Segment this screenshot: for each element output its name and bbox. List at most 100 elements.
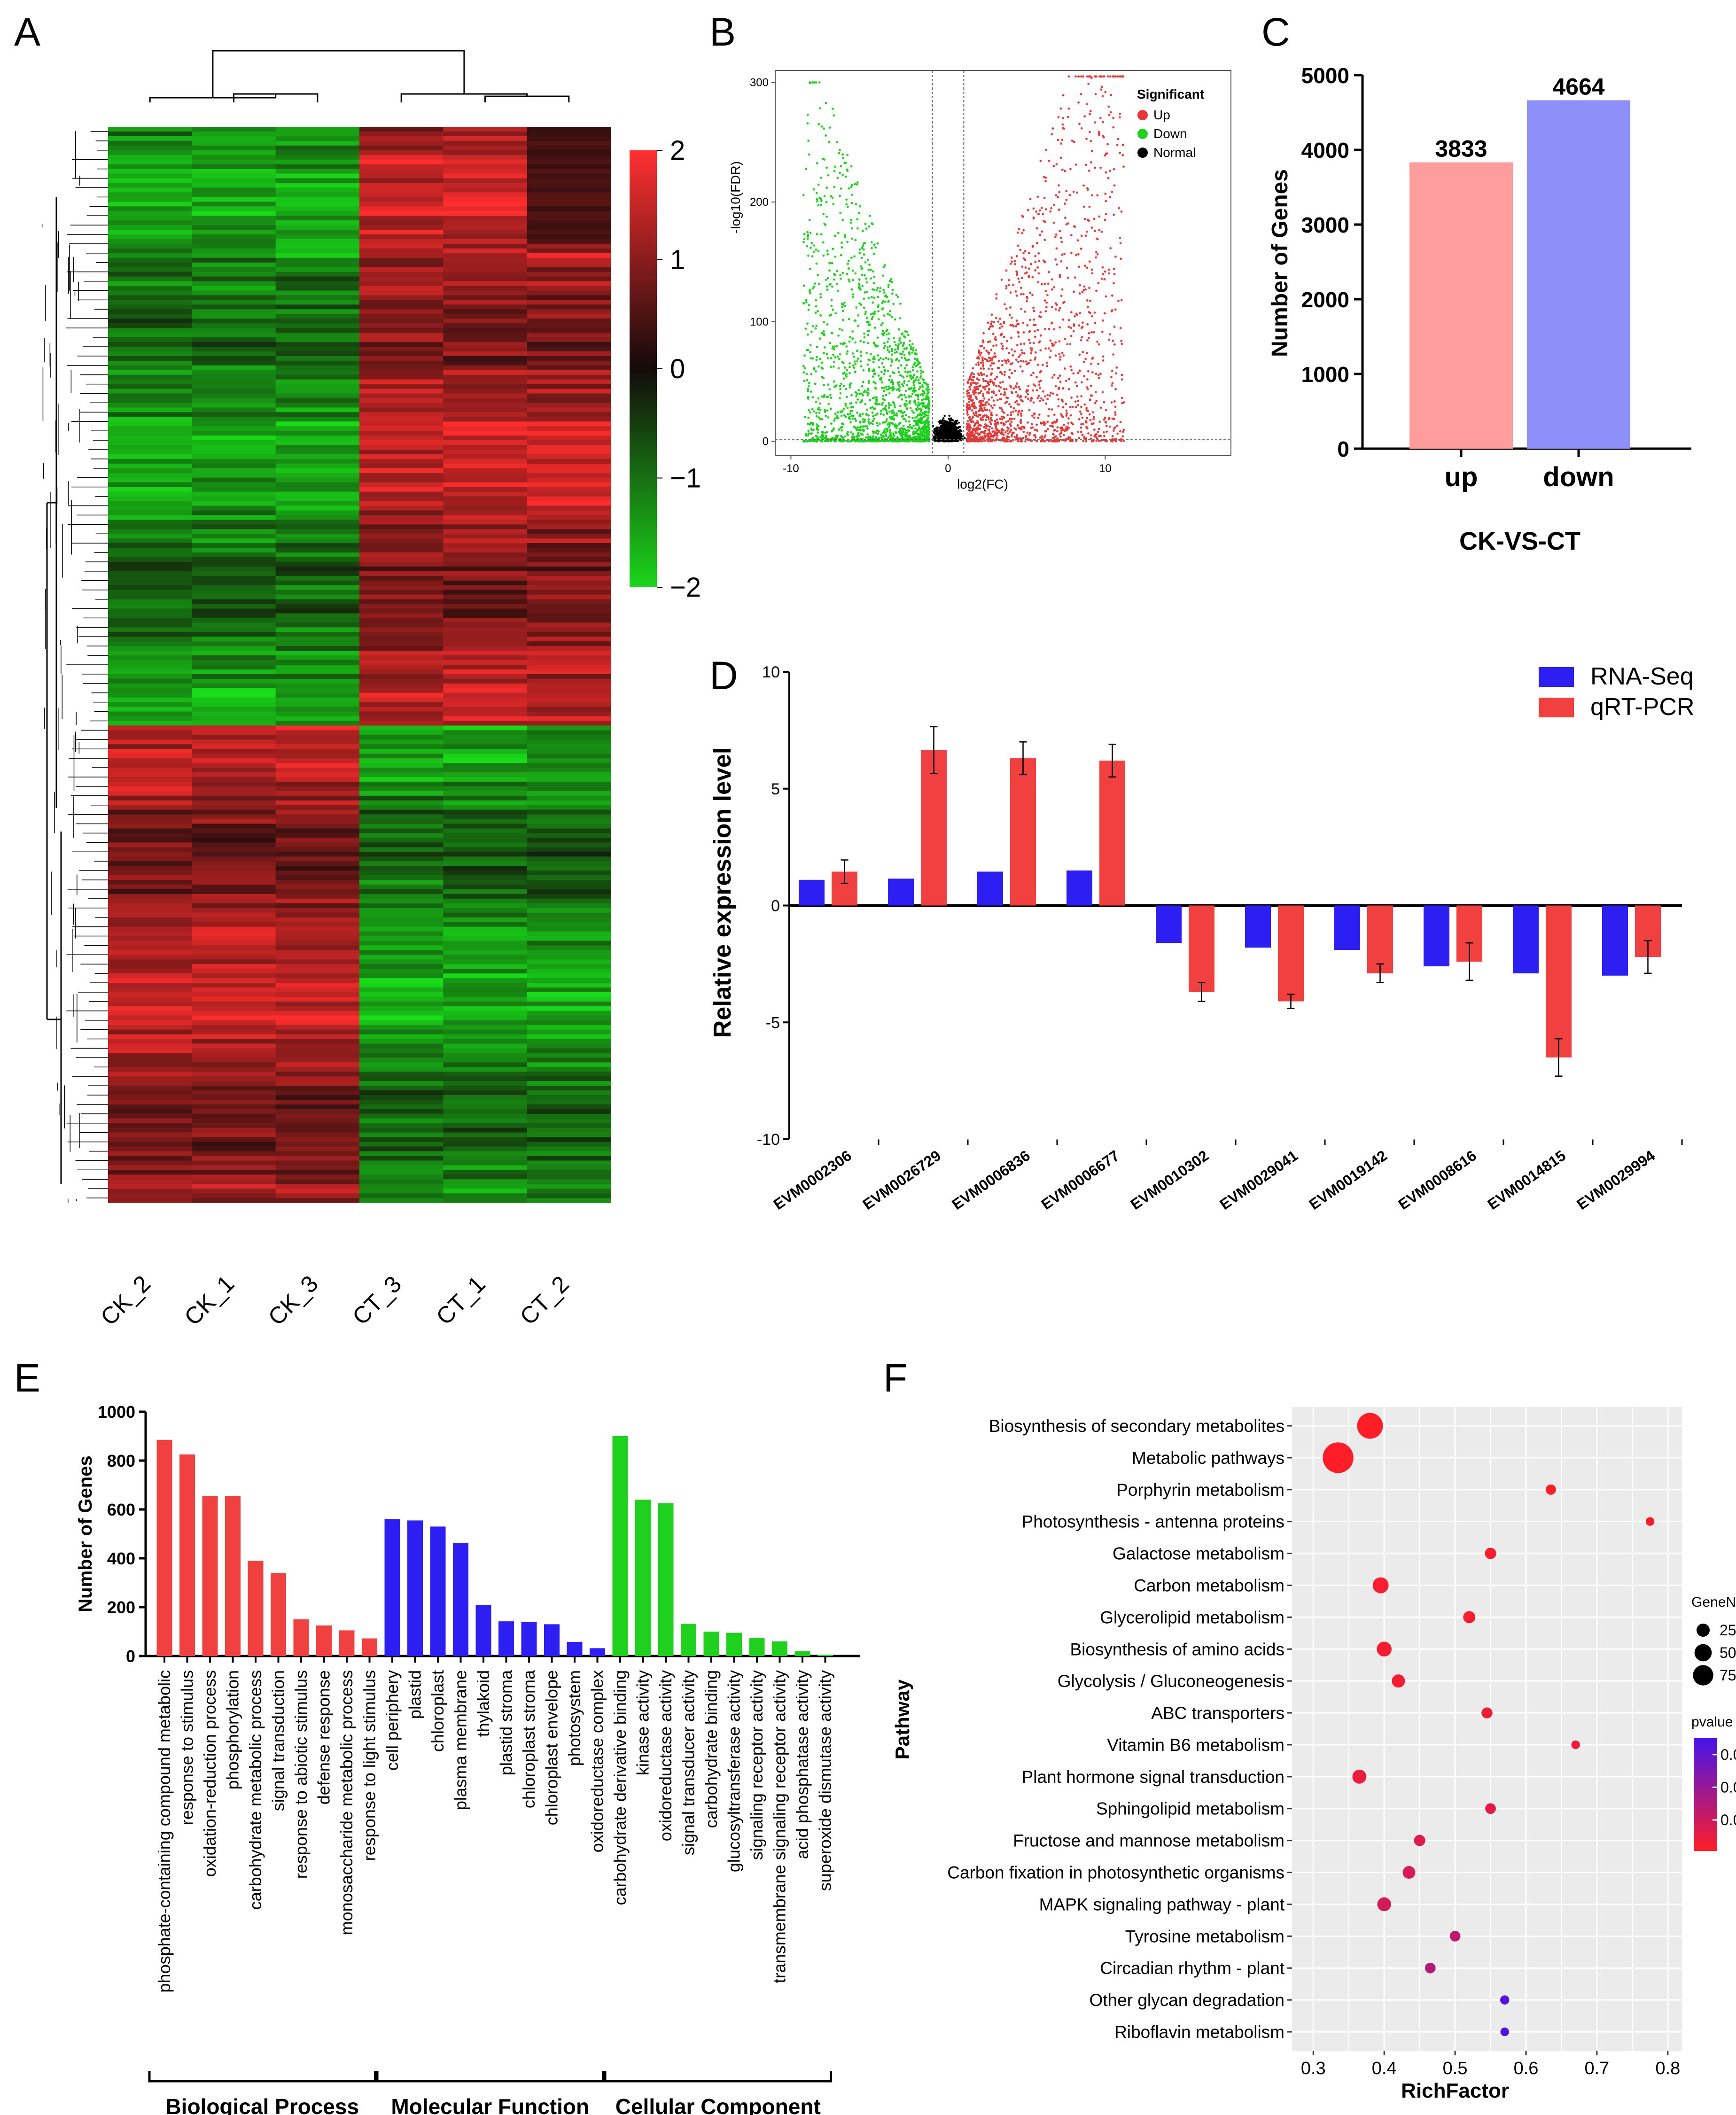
volcano-point-down [913, 388, 916, 390]
volcano-point-up [1080, 339, 1082, 342]
volcano-point-down [899, 303, 902, 305]
heatmap-cell [359, 1062, 444, 1067]
volcano-point-down [823, 127, 825, 130]
volcano-point-down [869, 435, 872, 438]
heatmap-cell [275, 744, 360, 749]
volcano-point-down [872, 437, 875, 440]
heatmap-cell [443, 1048, 528, 1053]
heatmap-cell [359, 1160, 444, 1166]
heatmap-cell [527, 319, 611, 324]
heatmap-cell [443, 1142, 528, 1147]
heatmap-cell [192, 131, 276, 137]
heatmap-cell [443, 183, 528, 188]
heatmap-cell [108, 374, 192, 380]
volcano-point-down [875, 437, 878, 439]
volcano-point-down [848, 318, 850, 320]
volcano-point-up [1098, 428, 1100, 430]
volcano-point-down [812, 81, 814, 84]
heatmap-cell [359, 323, 444, 328]
heatmap-cell [527, 716, 611, 722]
volcano-point-normal [949, 433, 952, 436]
volcano-plot-panel: -10 0 100100200300log2(FC)-log10(FDR)Signi… [728, 70, 1231, 491]
heatmap-cell [359, 552, 444, 558]
volcano-point-down [821, 418, 824, 420]
volcano-point-down [824, 224, 827, 226]
heatmap-cell [527, 917, 611, 923]
heatmap-cell [443, 257, 528, 263]
heatmap-cell [192, 534, 276, 539]
heatmap-cell [443, 1011, 528, 1016]
heatmap-cell [108, 450, 192, 455]
heatmap-cell [108, 384, 192, 389]
heatmap-cell [527, 908, 611, 913]
heatmap-cell [275, 791, 360, 796]
volcano-point-down [855, 203, 857, 206]
volcano-point-up [989, 381, 991, 383]
heatmap-cell [443, 781, 528, 787]
volcano-point-down [829, 394, 832, 397]
heatmap-column-label: CK_1 [179, 1270, 239, 1330]
heatmap-cell [443, 637, 528, 642]
volcano-point-down [887, 385, 890, 388]
volcano-point-down [863, 440, 865, 443]
volcano-point-down [811, 325, 814, 327]
heatmap-cell [275, 655, 360, 661]
heatmap-cell [275, 922, 360, 927]
volcano-point-down [906, 436, 909, 439]
volcano-point-down [924, 430, 927, 433]
heatmap-cell [443, 978, 528, 983]
heatmap-cell [192, 1142, 276, 1147]
heatmap-cell [443, 1072, 528, 1077]
volcano-point-down [917, 360, 920, 363]
volcano-point-down [883, 428, 886, 431]
volcano-point-down [905, 358, 907, 361]
volcano-point-down [903, 336, 906, 339]
volcano-point-up [1074, 75, 1077, 78]
volcano-point-up [1078, 324, 1081, 327]
volcano-point-down [824, 409, 826, 412]
heatmap-cell [359, 398, 444, 404]
volcano-point-down [849, 382, 852, 385]
heatmap-cell [192, 248, 276, 254]
heatmap-cell [108, 520, 192, 525]
heatmap-cell [359, 809, 444, 815]
heatmap-cell [192, 973, 276, 979]
volcano-point-down [874, 414, 877, 417]
volcano-point-down [818, 402, 821, 405]
volcano-point-down [809, 81, 811, 84]
heatmap-cell [275, 1137, 360, 1143]
heatmap-cell [275, 945, 360, 950]
volcano-point-down [894, 348, 896, 351]
volcano-point-down [814, 440, 817, 443]
volcano-point-down [832, 365, 835, 368]
heatmap-cell [527, 379, 611, 385]
volcano-point-down [876, 242, 879, 245]
volcano-point-down [867, 418, 870, 421]
volcano-point-down [817, 406, 820, 409]
heatmap-cell [359, 660, 444, 665]
volcano-point-down [841, 218, 844, 221]
volcano-point-down [892, 303, 895, 305]
volcano-point-down [876, 287, 879, 289]
volcano-point-down [861, 230, 864, 233]
volcano-point-down [875, 397, 878, 399]
volcano-point-down [866, 259, 869, 261]
heatmap-cell [359, 1025, 444, 1030]
volcano-point-down [915, 440, 918, 443]
volcano-point-down [812, 287, 814, 290]
volcano-point-down [880, 434, 883, 437]
heatmap-cell [443, 1081, 528, 1086]
heatmap-cell [443, 594, 528, 600]
heatmap-cell [359, 833, 444, 838]
heatmap-cell [275, 309, 360, 314]
volcano-point-up [965, 422, 968, 425]
heatmap-cell [527, 206, 611, 211]
volcano-point-down [859, 360, 862, 363]
heatmap-cell [527, 1099, 611, 1105]
heatmap-cell [527, 1067, 611, 1072]
volcano-point-down [840, 382, 843, 385]
volcano-point-normal [948, 414, 950, 417]
heatmap-cell [443, 683, 528, 689]
volcano-point-down [811, 422, 814, 424]
heatmap-cell [192, 206, 276, 211]
